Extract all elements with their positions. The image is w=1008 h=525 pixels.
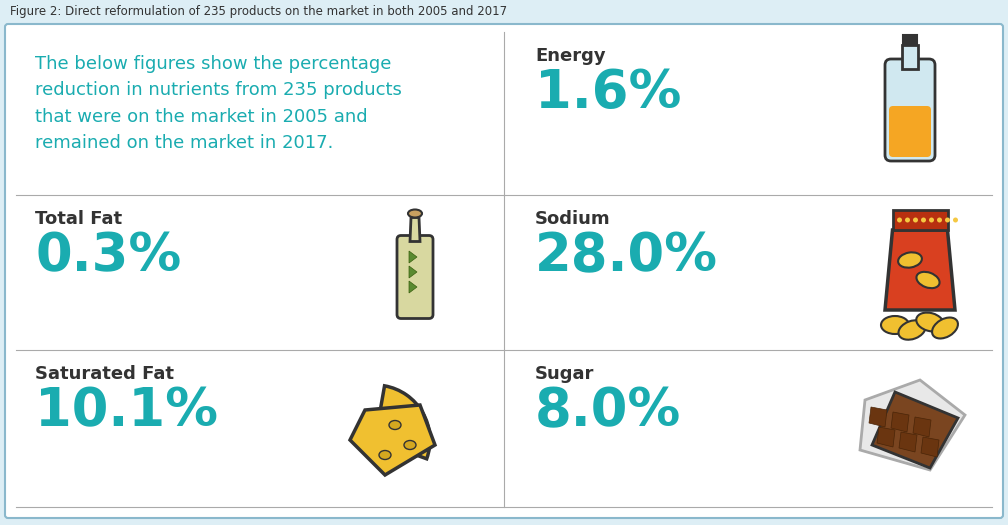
Text: 10.1%: 10.1% (35, 385, 218, 437)
Text: The below figures show the percentage
reduction in nutrients from 235 products
t: The below figures show the percentage re… (35, 55, 402, 152)
Wedge shape (375, 386, 430, 459)
Polygon shape (872, 392, 958, 468)
Circle shape (937, 217, 942, 223)
Ellipse shape (404, 440, 416, 449)
Circle shape (953, 217, 958, 223)
Polygon shape (409, 281, 417, 293)
Text: Sodium: Sodium (535, 210, 611, 228)
Text: 0.3%: 0.3% (35, 230, 181, 282)
Circle shape (929, 217, 934, 223)
Ellipse shape (916, 272, 939, 288)
Text: Saturated Fat: Saturated Fat (35, 365, 174, 383)
Ellipse shape (932, 318, 958, 339)
Polygon shape (860, 380, 965, 470)
Polygon shape (409, 251, 417, 263)
FancyBboxPatch shape (889, 106, 931, 157)
FancyBboxPatch shape (0, 0, 1008, 25)
Ellipse shape (389, 421, 401, 429)
Text: Sugar: Sugar (535, 365, 595, 383)
Polygon shape (877, 427, 895, 447)
Polygon shape (913, 417, 931, 437)
Polygon shape (869, 407, 887, 427)
Ellipse shape (916, 312, 943, 331)
Polygon shape (903, 35, 917, 45)
Polygon shape (902, 45, 918, 69)
Circle shape (897, 217, 902, 223)
Polygon shape (350, 405, 435, 475)
Polygon shape (921, 437, 939, 457)
Ellipse shape (881, 316, 909, 334)
Polygon shape (410, 217, 420, 242)
Text: Figure 2: Direct reformulation of 235 products on the market in both 2005 and 20: Figure 2: Direct reformulation of 235 pr… (10, 5, 507, 18)
Polygon shape (409, 266, 417, 278)
Circle shape (921, 217, 926, 223)
FancyBboxPatch shape (5, 24, 1003, 518)
FancyBboxPatch shape (885, 59, 935, 161)
Polygon shape (891, 412, 909, 432)
Polygon shape (899, 432, 917, 452)
Ellipse shape (898, 320, 925, 340)
Circle shape (905, 217, 910, 223)
Polygon shape (885, 230, 955, 310)
Ellipse shape (898, 253, 922, 268)
Circle shape (946, 217, 950, 223)
Text: 28.0%: 28.0% (535, 230, 718, 282)
Text: Energy: Energy (535, 47, 606, 65)
Circle shape (913, 217, 918, 223)
Text: Total Fat: Total Fat (35, 210, 122, 228)
Text: 8.0%: 8.0% (535, 385, 681, 437)
Ellipse shape (408, 209, 422, 217)
FancyBboxPatch shape (397, 236, 433, 319)
Ellipse shape (379, 450, 391, 459)
Text: 1.6%: 1.6% (535, 67, 681, 119)
Polygon shape (892, 210, 948, 230)
